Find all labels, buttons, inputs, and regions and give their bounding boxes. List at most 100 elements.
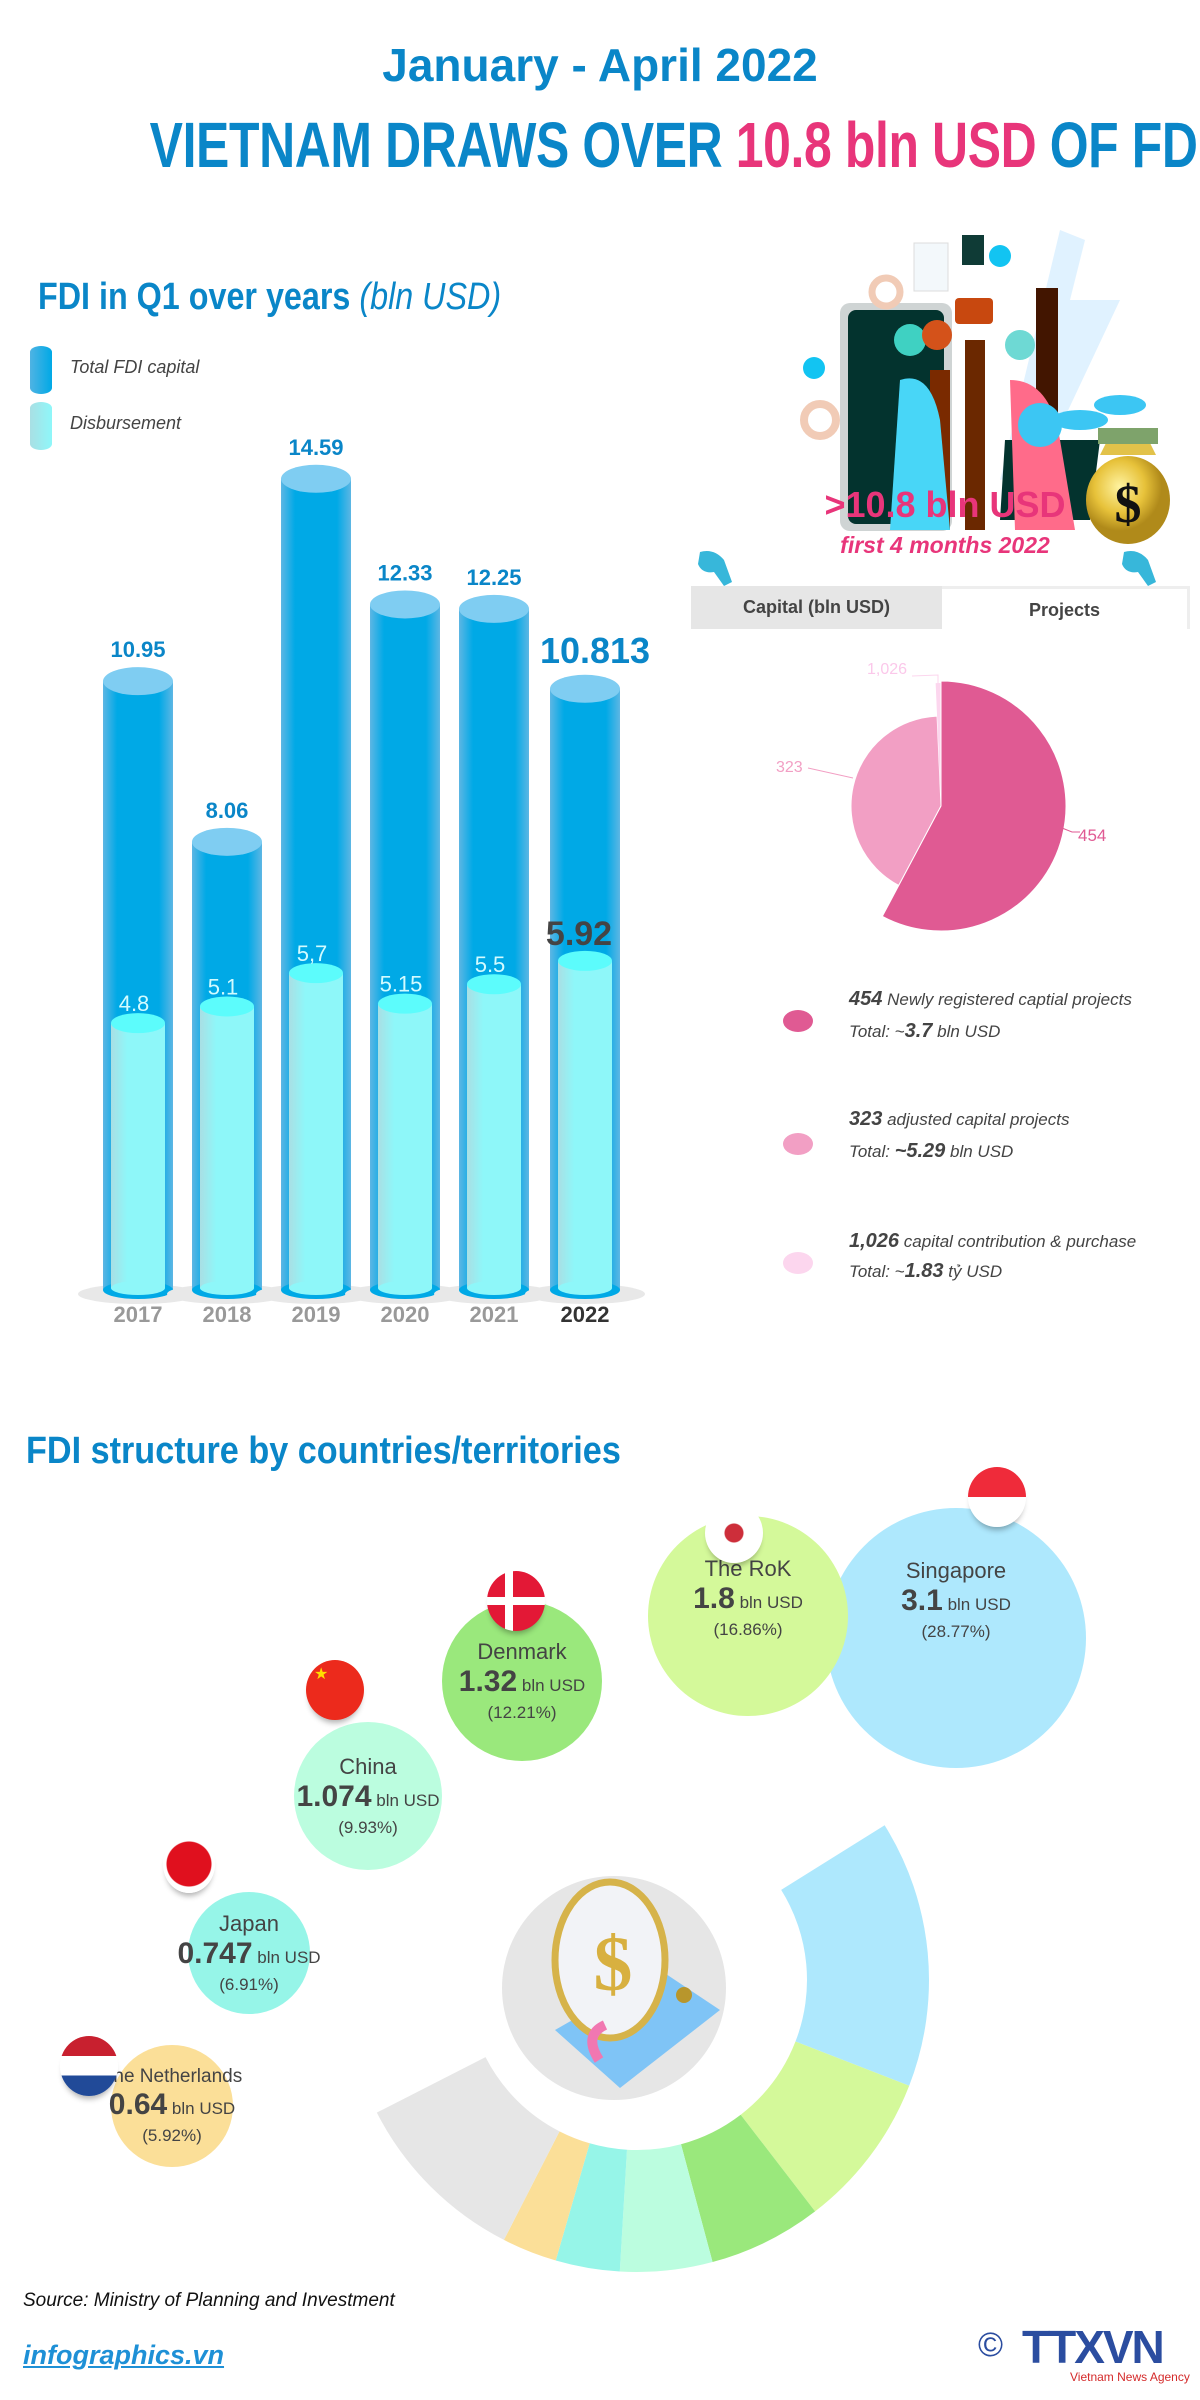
donut-segment-denmark	[680, 2114, 816, 2263]
pie-slice-454	[881, 680, 1067, 932]
bar-disbursement-base	[558, 1281, 612, 1295]
donut-segment-singapore	[781, 1825, 929, 2086]
bar-disbursement-2021	[467, 984, 521, 1288]
bar-chart: 10.95 4.8 2017 8.06 5.1 2018 14.59 5,7 2019 12.33…	[78, 435, 650, 1327]
year-label: 2021	[470, 1302, 519, 1327]
period-title: January - April 2022	[382, 39, 818, 91]
project-total-contribution: Total: ~1.83 tỷ USD	[849, 1260, 1003, 1282]
bar-total-top	[550, 674, 620, 703]
korea-flag-icon	[705, 1503, 763, 1563]
bar-total-label: 10.95	[110, 637, 165, 662]
svg-text:$: $	[594, 1920, 633, 2007]
japan-flag-icon	[163, 1835, 215, 1893]
pie-label-1026: 1,026	[867, 661, 907, 678]
money-bag-icon: $	[1086, 428, 1170, 544]
bar-disbursement-base	[467, 1281, 521, 1295]
pie-leader-323	[807, 767, 854, 779]
bar-total-label: 14.59	[288, 435, 343, 460]
main-title: VIETNAM DRAWS OVER 10.8 bln USD OF FDI	[149, 109, 1200, 181]
bar-disbursement-top	[200, 996, 254, 1017]
bar-disbursement-label: 4.8	[119, 991, 150, 1016]
legend-dot-new	[783, 1010, 813, 1032]
bubble-denmark: Denmark 1.32 bln USD (12.21%)	[442, 1601, 602, 1761]
year-label: 2017	[114, 1302, 163, 1327]
pointing-hand-icon	[698, 551, 732, 586]
tab-projects[interactable]: Projects	[942, 586, 1190, 629]
bar-disbursement-base	[378, 1281, 432, 1295]
bar-disbursement-top	[378, 993, 432, 1014]
legend-disbursement-label: Disbursement	[70, 413, 182, 433]
donut-segment-the-rok	[740, 2041, 910, 2212]
bar-disbursement-2020	[378, 1003, 432, 1288]
bar-disbursement-base	[200, 1281, 254, 1295]
bar-disbursement-label: 5,7	[297, 941, 328, 966]
bar-disbursement-top	[111, 1013, 165, 1034]
svg-text:$: $	[1115, 474, 1142, 534]
pie-leader-454	[1061, 827, 1080, 833]
bar-total-top	[370, 590, 440, 619]
handshake-illustration	[800, 230, 1146, 531]
bar-disbursement-2017	[111, 1023, 165, 1288]
project-item-new: 454 Newly registered captial projects	[849, 988, 1132, 1010]
pie-label-323: 323	[776, 759, 803, 776]
donut-segment-the-netherlands	[503, 2131, 590, 2261]
source-note: Source: Ministry of Planning and Investm…	[23, 2290, 395, 2311]
project-total-new: Total: ~3.7 bln USD	[849, 1020, 1001, 1042]
countries-donut-chart	[376, 1825, 929, 2272]
summary-headline: >10.8 bln USD	[824, 484, 1066, 525]
bar-disbursement-base	[289, 1281, 343, 1295]
bar-disbursement-top	[558, 950, 612, 971]
denmark-flag-icon	[487, 1571, 545, 1631]
pie-label-454: 454	[1078, 826, 1106, 845]
tab-capital[interactable]: Capital (bln USD)	[691, 586, 942, 629]
pie-leader-1026	[911, 674, 939, 684]
ttxvn-logo: © TTXVN Vietnam News Agency	[978, 2321, 1190, 2384]
donut-segment-other	[376, 2057, 560, 2240]
bar-total-top	[192, 827, 262, 856]
bar-disbursement-2022	[558, 960, 612, 1288]
legend-dot-contribution	[783, 1252, 813, 1274]
legend-disbursement-swatch	[30, 402, 52, 450]
bubble-china: China 1.074 bln USD (9.93%)	[294, 1722, 442, 1870]
bar-disbursement-top	[467, 974, 521, 995]
year-label: 2020	[381, 1302, 430, 1327]
bar-disbursement-base	[111, 1281, 165, 1295]
bar-disbursement-top	[289, 963, 343, 984]
bar-total-top	[459, 594, 529, 623]
year-label: 2019	[292, 1302, 341, 1327]
title-highlight: 10.8 bln USD	[735, 109, 1037, 181]
china-flag-icon: ★	[306, 1660, 364, 1720]
q1-section-title: FDI in Q1 over years (bln USD)	[38, 276, 502, 318]
donut-segment-china	[619, 2144, 713, 2272]
summary-subline: first 4 months 2022	[840, 532, 1050, 558]
legend-total-label: Total FDI capital	[70, 357, 200, 377]
bar-disbursement-2018	[200, 1006, 254, 1288]
bar-disbursement-label: 5.5	[475, 952, 506, 977]
bar-total-top	[281, 464, 351, 493]
pie-slice-1026	[935, 683, 941, 806]
projects-pie-chart: 1,026 323 454	[776, 661, 1106, 932]
project-item-contribution: 1,026 capital contribution & purchase	[849, 1230, 1137, 1252]
coin-illustration: $	[502, 1876, 726, 2100]
bar-disbursement-label: 5.1	[208, 974, 239, 999]
countries-section-title: FDI structure by countries/territories	[26, 1430, 621, 1472]
bubble-netherlands: The Netherlands 0.64 bln USD (5.92%)	[102, 2045, 242, 2167]
bar-total-top	[103, 667, 173, 696]
bar-disbursement-2019	[289, 973, 343, 1288]
bubble-singapore: Singapore 3.1 bln USD (28.77%)	[826, 1508, 1086, 1768]
bubble-japan: Japan 0.747 bln USD (6.91%)	[177, 1892, 321, 2014]
donut-segment-japan	[555, 2143, 627, 2272]
bar-disbursement-label: 5.92	[546, 915, 612, 953]
project-total-adjusted: Total: ~5.29 bln USD	[849, 1140, 1014, 1162]
bar-total-label: 12.33	[377, 560, 432, 585]
project-item-adjusted: 323 adjusted capital projects	[849, 1108, 1070, 1130]
bar-total-label: 8.06	[206, 798, 249, 823]
netherlands-flag-icon	[60, 2036, 118, 2096]
singapore-flag-icon	[968, 1467, 1026, 1527]
pointing-hand-icon	[1122, 551, 1156, 586]
bar-disbursement-label: 5.15	[380, 972, 423, 997]
year-label: 2022	[561, 1302, 610, 1327]
website-link[interactable]: infographics.vn	[23, 2340, 225, 2370]
bar-total-label: 10.813	[540, 630, 650, 671]
bar-total-label: 12.25	[466, 565, 521, 590]
